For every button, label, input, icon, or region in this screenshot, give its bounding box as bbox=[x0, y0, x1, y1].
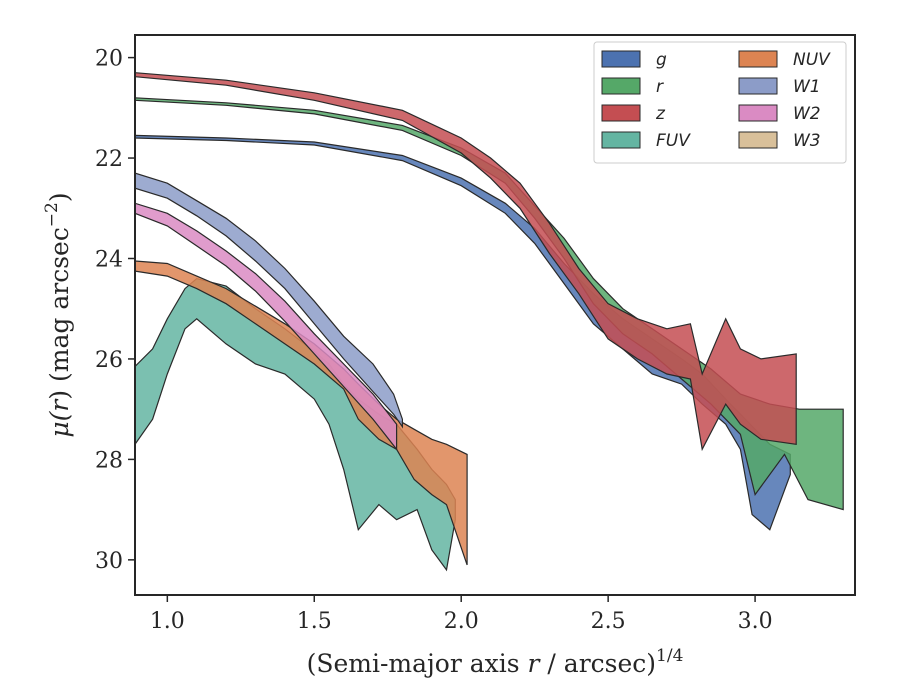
legend-frame bbox=[593, 41, 847, 164]
legend-swatch-g bbox=[601, 50, 641, 68]
legend-swatch-nuv bbox=[738, 50, 778, 68]
legend: grz FUV NUV W1 W2 W3 bbox=[593, 41, 847, 164]
band-z bbox=[135, 72, 797, 452]
x-tick-label: 2.0 bbox=[444, 609, 479, 634]
x-tick-label: 1.5 bbox=[297, 609, 332, 634]
legend-swatch-r bbox=[601, 77, 641, 95]
legend-label-w1: W1 bbox=[793, 77, 821, 97]
legend-swatch-w1 bbox=[738, 77, 778, 95]
legend-label-fuv: FUV bbox=[656, 131, 691, 151]
legend-label-w2: W2 bbox=[793, 104, 821, 124]
band-w2 bbox=[135, 202, 398, 452]
legend-swatch-z bbox=[601, 104, 641, 122]
y-tick-label: 26 bbox=[95, 348, 123, 373]
legend-label-r: r bbox=[656, 77, 664, 97]
plot-frame bbox=[134, 34, 856, 596]
legend-swatch-fuv bbox=[601, 131, 641, 149]
legend-swatch-w3 bbox=[738, 131, 778, 149]
x-axis-title: (Semi-major axis r / arcsec)1/4 bbox=[307, 646, 684, 678]
legend-label-z: z bbox=[655, 104, 666, 124]
y-axis: 20 22 24 26 28 30 bbox=[95, 47, 135, 574]
legend-label-nuv: NUV bbox=[793, 50, 831, 70]
y-tick-label: 30 bbox=[95, 549, 123, 574]
y-tick-label: 28 bbox=[95, 448, 123, 473]
band-w1 bbox=[135, 172, 403, 429]
legend-label-w3: W3 bbox=[793, 131, 821, 151]
y-axis-title: μ(r) (mag arcsec−2) bbox=[42, 192, 74, 437]
y-tick-label: 20 bbox=[95, 47, 123, 72]
legend-label-g: g bbox=[656, 50, 667, 70]
x-tick-label: 2.5 bbox=[591, 609, 626, 634]
band-nuv bbox=[135, 260, 468, 566]
y-tick-label: 22 bbox=[95, 147, 123, 172]
y-tick-label: 24 bbox=[95, 247, 123, 272]
x-axis: 1.0 1.5 2.0 2.5 3.0 bbox=[150, 595, 773, 634]
x-tick-label: 3.0 bbox=[738, 609, 773, 634]
bands-layer bbox=[135, 72, 844, 572]
x-tick-label: 1.0 bbox=[150, 609, 185, 634]
legend-swatch-w2 bbox=[738, 104, 778, 122]
